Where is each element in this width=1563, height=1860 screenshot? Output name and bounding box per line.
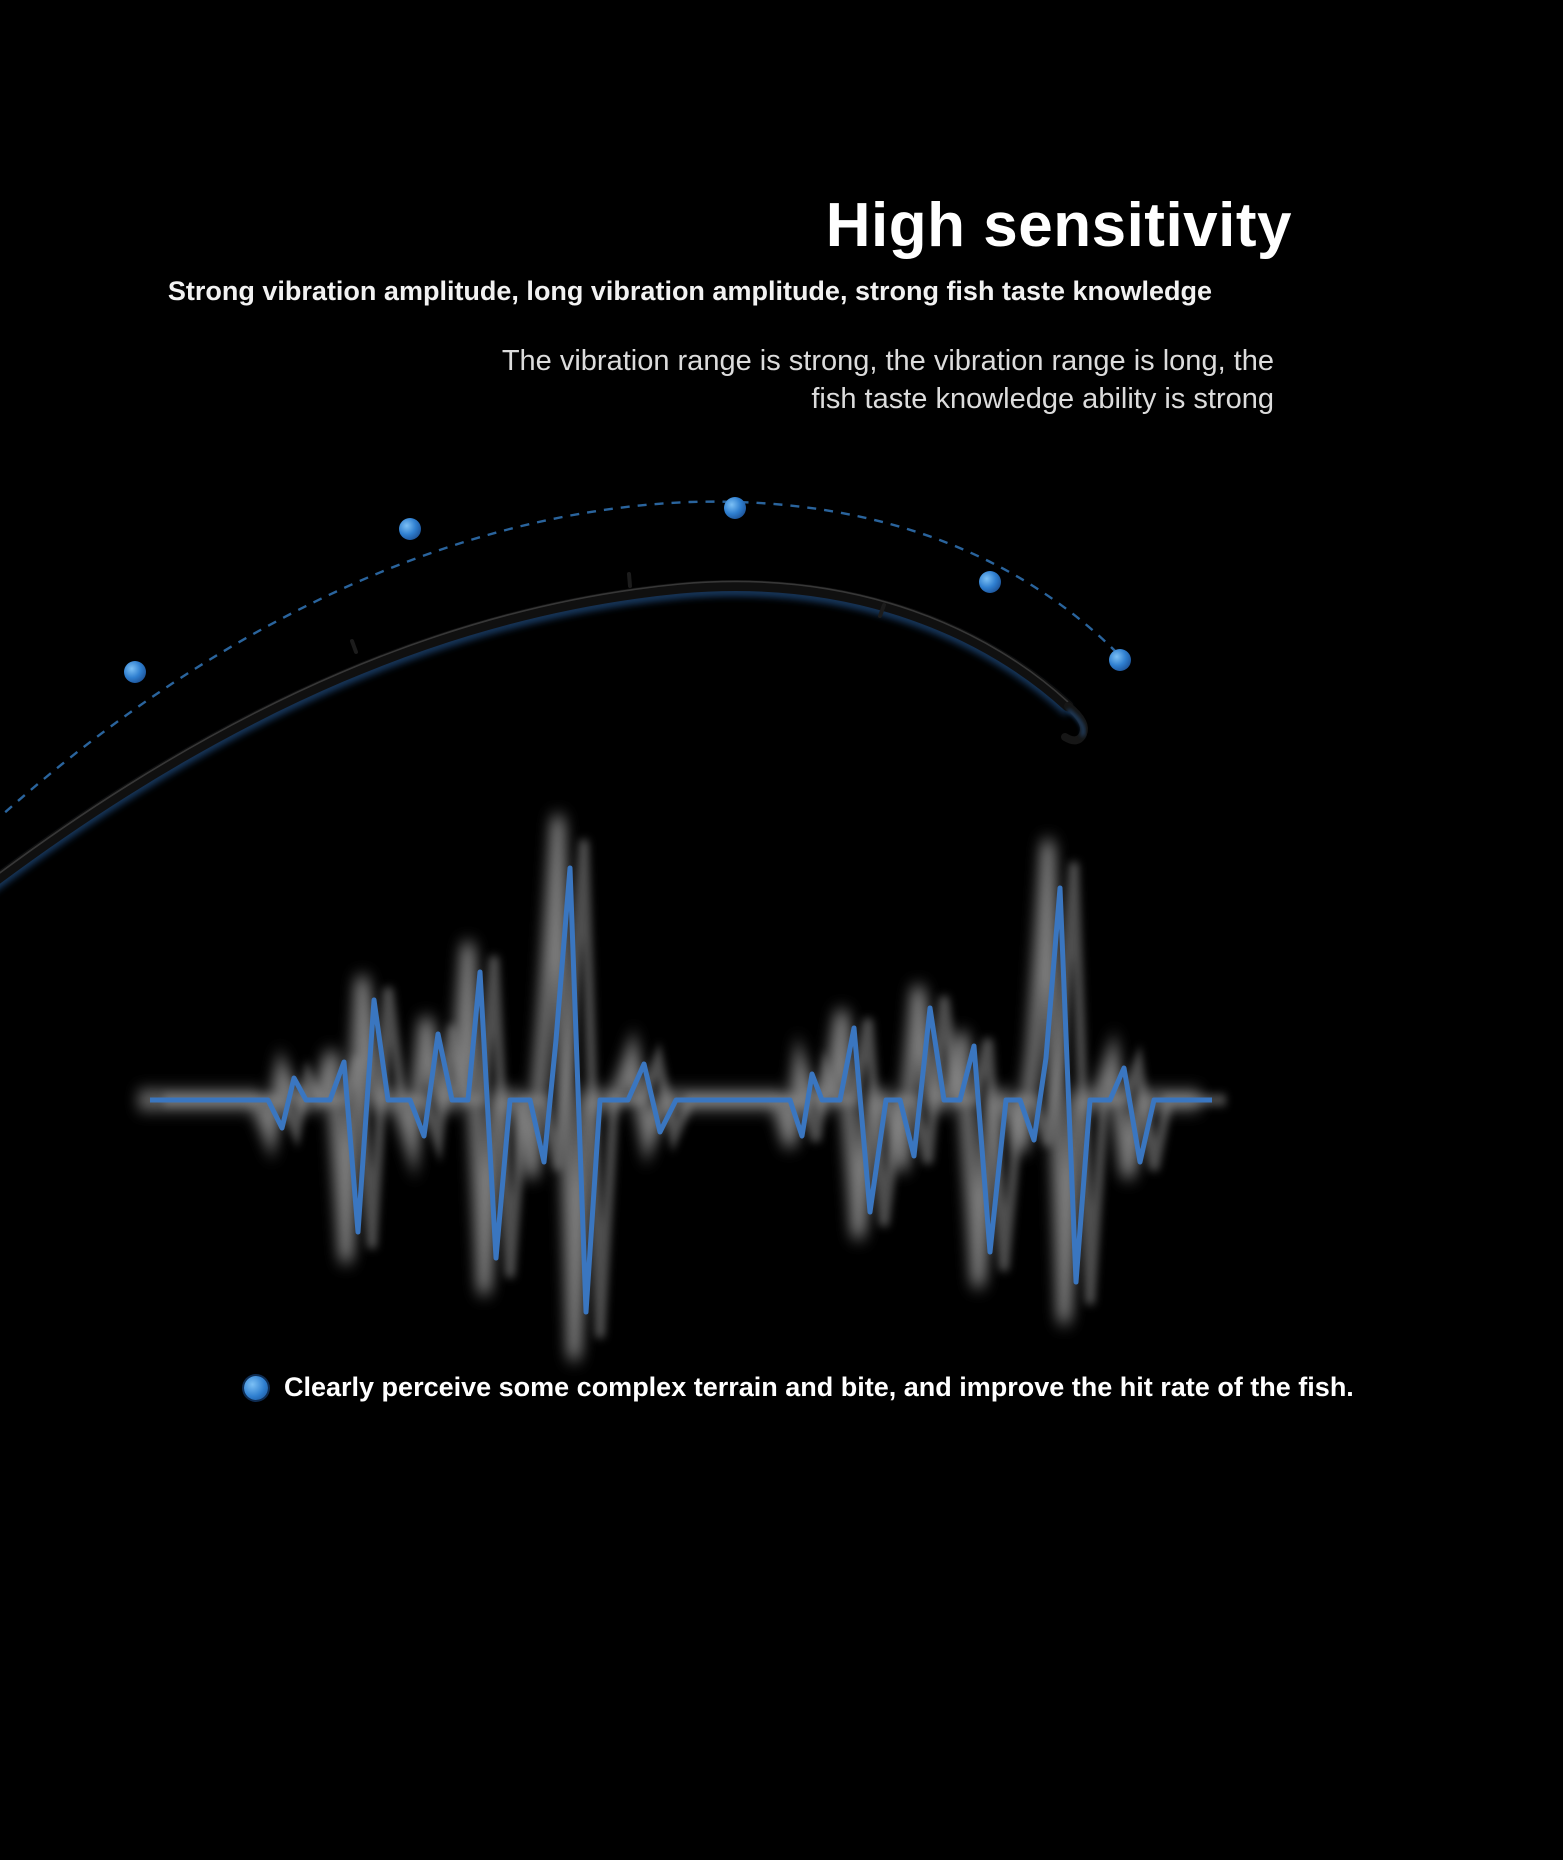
rod-tip-glow — [1067, 709, 1085, 737]
flex-trajectory-arc — [0, 500, 1123, 819]
footnote-text: Clearly perceive some complex terrain an… — [284, 1372, 1354, 1402]
description-line-2: fish taste knowledge ability is strong — [811, 383, 1274, 416]
rod-blue-glow — [0, 592, 1068, 921]
rod-guides — [350, 572, 886, 654]
trajectory-dot — [124, 661, 146, 683]
trajectory-dot — [724, 497, 746, 519]
trajectory-dot — [979, 571, 1001, 593]
trajectory-dot — [399, 518, 421, 540]
subtitle: Strong vibration amplitude, long vibrati… — [167, 276, 1212, 306]
description: The vibration range is strong, the vibra… — [502, 342, 1274, 419]
rod-top-highlight — [0, 580, 1069, 912]
trajectory-dots — [124, 497, 1131, 683]
rod-body — [0, 586, 1068, 915]
bullet-dot-icon — [244, 1375, 268, 1400]
trajectory-dot — [1109, 649, 1131, 671]
footnote-row: Clearly perceive some complex terrain an… — [244, 1372, 1354, 1403]
fishing-rod — [0, 572, 1088, 921]
description-line-1: The vibration range is strong, the vibra… — [501, 345, 1274, 377]
vibration-waveform — [138, 817, 1226, 1359]
page-title: High sensitivity — [825, 190, 1292, 260]
